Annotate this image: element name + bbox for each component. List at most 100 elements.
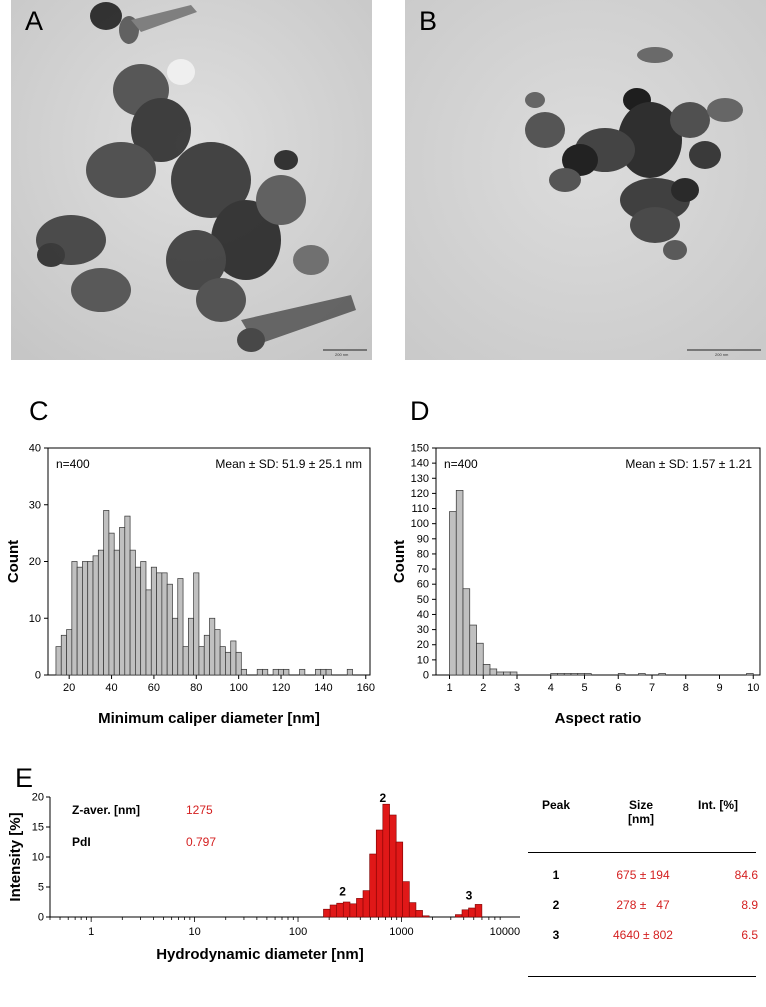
x-axis-label: Hydrodynamic diameter [nm]	[156, 946, 364, 963]
x-tick-label: 2	[480, 682, 486, 694]
histogram-bar	[509, 671, 518, 676]
histogram-bar	[476, 642, 484, 676]
y-tick-label: 40	[417, 609, 429, 621]
histogram-bar	[193, 572, 200, 676]
histogram-bar	[325, 668, 332, 676]
x-tick-label: 60	[148, 682, 160, 694]
panel-letter-d: D	[410, 396, 430, 426]
table-row: 2 278 ± 47 8.9	[528, 898, 758, 916]
histogram-bar	[235, 651, 242, 676]
histogram-bar	[496, 671, 504, 676]
y-tick-label: 70	[417, 564, 429, 576]
scalebar-label-a: 200 nm	[335, 352, 349, 357]
histogram-bar	[474, 904, 483, 918]
header-size: Size	[628, 798, 653, 812]
histogram-bar	[449, 511, 457, 676]
x-axis-label: Aspect ratio	[555, 710, 642, 727]
info-label: PdI	[72, 835, 91, 849]
x-tick-label: 5	[581, 682, 587, 694]
row-size: 4640 ± 802	[613, 928, 673, 942]
histogram-d: 0 10 20 30 40 50 60 70 80 90 100 110 120 130 140 150 1 2 3…	[391, 443, 761, 727]
row-size: 278 ± 47	[616, 898, 670, 912]
histogram-bar	[283, 668, 290, 676]
histogram-bar	[240, 668, 247, 676]
header-peak: Peak	[541, 798, 571, 812]
table-row: 3 4640 ± 802 6.5	[528, 928, 758, 946]
x-tick-label: 1	[88, 926, 94, 938]
histogram-bar	[422, 915, 430, 918]
y-tick-label: 40	[29, 443, 41, 455]
x-axis-label: Minimum caliper diameter [nm]	[98, 710, 320, 727]
panel-letter-e: E	[15, 763, 34, 793]
histogram-bar	[469, 624, 477, 676]
histogram-bar	[489, 668, 498, 676]
header-intensity: Int. [%]	[698, 798, 738, 812]
histogram-bar	[638, 673, 646, 676]
panel-letter-b: B	[419, 6, 438, 36]
histogram-bar	[375, 829, 384, 918]
tem-image-a: A 200 nm	[11, 0, 372, 360]
x-tick-label: 6	[615, 682, 621, 694]
x-tick-label: 100	[229, 682, 247, 694]
row-intensity: 6.5	[741, 928, 758, 942]
plot-frame	[435, 447, 761, 676]
histogram-bar	[369, 853, 377, 918]
info-value: 1275	[186, 803, 213, 817]
header-size-unit: [nm]	[628, 812, 654, 826]
tem-image-b-drawing	[405, 0, 766, 360]
y-axis-label: Count	[391, 540, 408, 583]
y-tick-label: 10	[32, 852, 44, 864]
x-tick-label: 140	[314, 682, 332, 694]
y-tick-label: 30	[417, 624, 429, 636]
x-tick-label: 1000	[389, 926, 413, 938]
mean-sd-label: Mean ± SD: 51.9 ± 25.1 nm	[215, 457, 362, 471]
x-tick-label: 120	[272, 682, 290, 694]
dls-histogram-e: 0 5 10 15 20 1 10 100 1000 10000 2 2 3 Z-aver. [nm] 12…	[7, 791, 521, 963]
sample-size-label: n=400	[444, 457, 478, 471]
histogram-bar	[299, 668, 306, 676]
histogram-bar	[584, 673, 592, 676]
histogram-bar	[462, 588, 471, 676]
histogram-bar	[415, 910, 423, 918]
y-axis-label: Count	[5, 540, 22, 583]
x-tick-label: 1	[446, 682, 452, 694]
y-tick-label: 140	[411, 458, 429, 470]
scalebar-label-b: 200 nm	[715, 352, 729, 357]
histogram-bar	[468, 907, 476, 918]
y-tick-label: 10	[417, 654, 429, 666]
row-peak: 3	[552, 928, 560, 942]
y-tick-label: 0	[38, 912, 44, 924]
row-intensity: 8.9	[741, 898, 758, 912]
histogram-bar	[382, 803, 390, 918]
histogram-bar	[177, 578, 184, 676]
x-tick-label: 10000	[490, 926, 521, 938]
histogram-bar	[617, 673, 626, 676]
histogram-bar	[455, 490, 464, 676]
histogram-bar	[746, 673, 754, 676]
histogram-bar	[389, 814, 397, 918]
y-tick-label: 20	[32, 792, 44, 804]
histogram-bar	[262, 668, 269, 676]
peak-label: 2	[379, 791, 386, 805]
x-tick-label: 8	[683, 682, 689, 694]
peak-label: 2	[339, 884, 346, 898]
histogram-bar	[346, 668, 353, 676]
y-tick-label: 20	[29, 556, 41, 568]
histogram-bar	[557, 673, 565, 676]
histogram-bar	[342, 901, 351, 918]
table-header-row: Peak Size [nm] Int. [%]	[528, 798, 756, 826]
tem-image-b: B 200 nm	[405, 0, 766, 360]
row-peak: 1	[552, 868, 560, 882]
histogram-c: 0 10 20 30 40 20 40 60 80 100 120 140 160 n=400 Mean ±…	[5, 443, 375, 728]
histogram-bar	[356, 898, 364, 918]
histogram-bar	[461, 909, 470, 918]
peak-label: 3	[466, 889, 473, 903]
histogram-bar	[503, 671, 511, 676]
x-tick-label: 80	[190, 682, 202, 694]
row-size: 675 ± 194	[616, 868, 670, 882]
x-tick-label: 40	[105, 682, 117, 694]
x-tick-label: 9	[716, 682, 722, 694]
info-value: 0.797	[186, 835, 216, 849]
histogram-bar	[408, 902, 417, 918]
x-tick-label: 7	[649, 682, 655, 694]
